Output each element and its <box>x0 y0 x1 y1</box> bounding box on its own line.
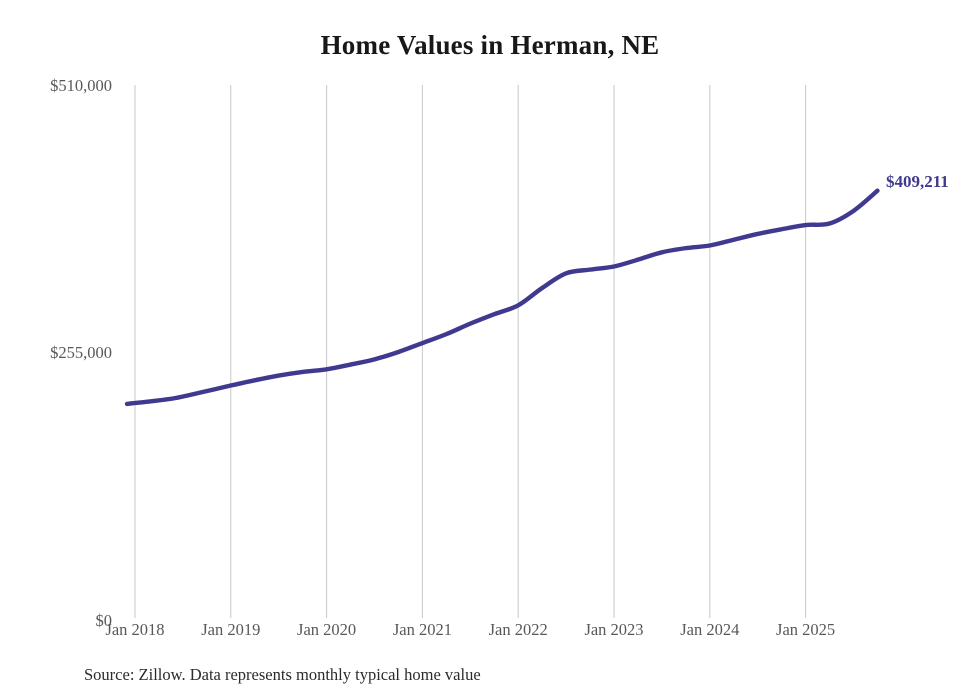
x-axis-tick-label: Jan 2022 <box>488 620 548 639</box>
x-axis-tick-label: Jan 2024 <box>680 620 740 639</box>
source-note: Source: Zillow. Data represents monthly … <box>84 665 481 684</box>
x-axis-tick-label: Jan 2019 <box>201 620 261 639</box>
home-value-series-line <box>124 188 880 407</box>
page-title: Home Values in Herman, NE <box>320 30 660 60</box>
y-axis-tick-label-zero: $0 <box>95 611 113 630</box>
x-axis-tick-label: Jan 2025 <box>776 620 836 639</box>
y-axis-tick-label-top: $510,000 <box>50 76 112 95</box>
y-axis-tick-label-mid: $255,000 <box>50 343 112 362</box>
x-axis-tick-label: Jan 2021 <box>392 620 452 639</box>
x-axis-tick-label: Jan 2023 <box>584 620 644 639</box>
gridlines-group <box>134 85 807 618</box>
series-end-value-label: $409,211 <box>886 172 949 191</box>
x-axis-tick-label: Jan 2018 <box>105 620 165 639</box>
x-axis-tick-label: Jan 2020 <box>297 620 357 639</box>
